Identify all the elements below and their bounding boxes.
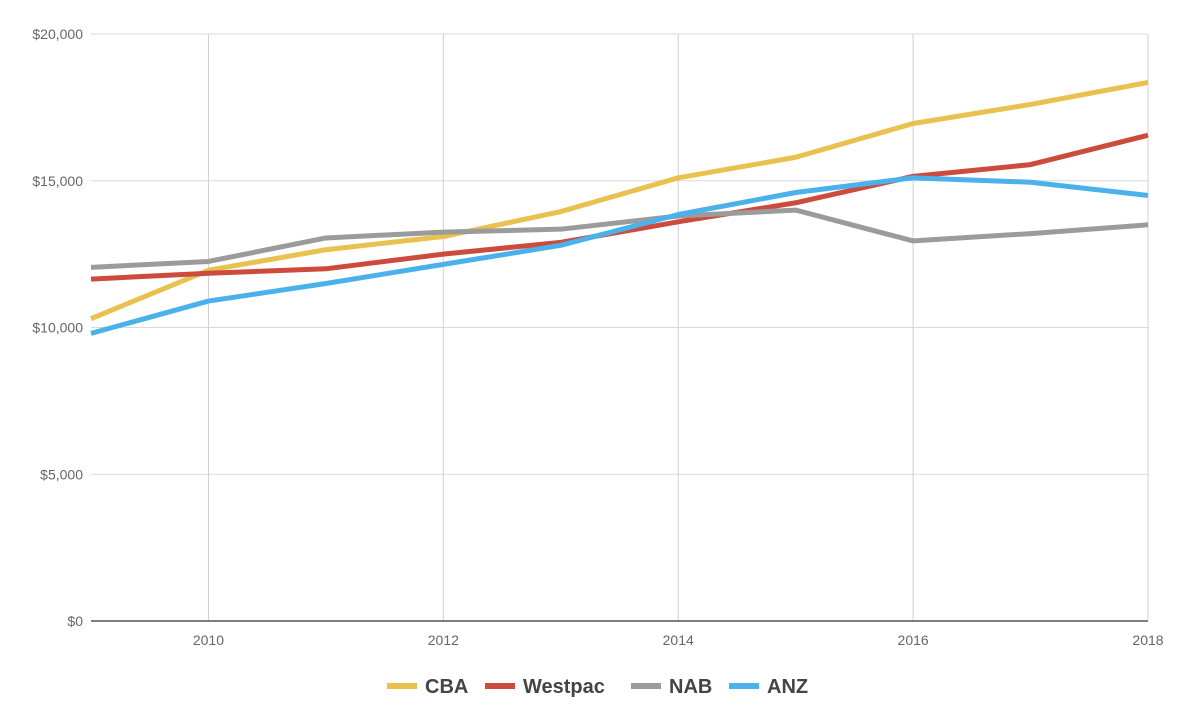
legend-item-westpac: Westpac [485,676,605,698]
y-tick-label: $5,000 [40,466,83,482]
x-tick-label: 2010 [193,632,224,648]
legend-item-cba: CBA [387,676,468,698]
x-tick-label: 2014 [663,632,694,648]
series-line-nab [90,207,1149,270]
series-line-cba [90,79,1149,322]
legend-label: Westpac [523,676,605,698]
y-tick-label: $20,000 [32,26,83,42]
y-tick-label: $15,000 [32,173,83,189]
x-tick-label: 2012 [428,632,459,648]
y-tick-label: $0 [67,613,83,629]
legend-item-anz: ANZ [729,676,808,698]
legend-label: CBA [425,676,468,698]
x-tick-label: 2016 [898,632,929,648]
legend-label: NAB [669,676,712,698]
legend-label: ANZ [767,676,808,698]
x-tick-label: 2018 [1132,632,1163,648]
legend-item-nab: NAB [631,676,712,698]
series-line-anz [90,175,1149,336]
y-tick-label: $10,000 [32,320,83,336]
series-line-westpac [90,132,1149,282]
